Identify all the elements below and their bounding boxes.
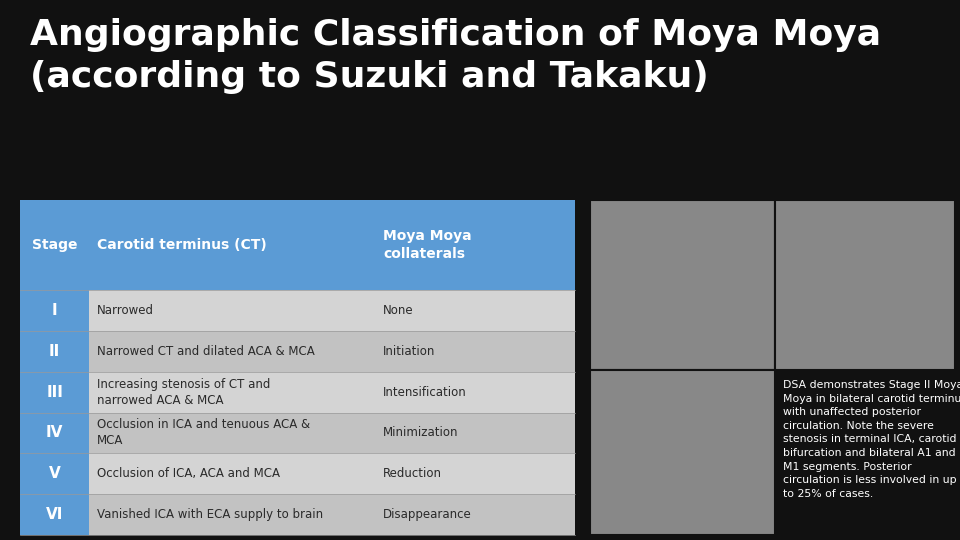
Text: Occlusion of ICA, ACA and MCA: Occlusion of ICA, ACA and MCA (97, 467, 280, 480)
Text: Reduction: Reduction (383, 467, 443, 480)
Text: Carotid terminus (CT): Carotid terminus (CT) (97, 238, 267, 252)
Text: DSA demonstrates Stage II Moya
Moya in bilateral carotid terminus
with unaffecte: DSA demonstrates Stage II Moya Moya in b… (783, 380, 960, 499)
Text: Vanished ICA with ECA supply to brain: Vanished ICA with ECA supply to brain (97, 508, 324, 521)
Bar (775, 200, 955, 370)
Text: II: II (49, 344, 60, 359)
Text: I: I (52, 303, 58, 318)
Text: IV: IV (46, 426, 63, 441)
Bar (20, 494, 575, 535)
Text: Minimization: Minimization (383, 427, 459, 440)
Text: V: V (49, 466, 60, 481)
Bar (20, 290, 89, 331)
Bar (20, 413, 575, 454)
Text: Narrowed: Narrowed (97, 304, 155, 317)
Bar (590, 200, 775, 370)
Text: Increasing stenosis of CT and
narrowed ACA & MCA: Increasing stenosis of CT and narrowed A… (97, 377, 271, 407)
Text: III: III (46, 384, 63, 400)
Text: Initiation: Initiation (383, 345, 436, 357)
Bar (20, 454, 89, 494)
Bar (590, 370, 775, 535)
Bar (20, 372, 575, 413)
Text: Intensification: Intensification (383, 386, 467, 399)
Text: None: None (383, 304, 414, 317)
Bar (20, 372, 89, 413)
Text: Disappearance: Disappearance (383, 508, 472, 521)
Bar (20, 200, 575, 290)
Text: Moya Moya
collaterals: Moya Moya collaterals (383, 230, 471, 261)
Bar (20, 413, 89, 454)
Text: Occlusion in ICA and tenuous ACA &
MCA: Occlusion in ICA and tenuous ACA & MCA (97, 418, 310, 448)
Bar (20, 331, 89, 372)
Bar (20, 494, 89, 535)
Bar (20, 454, 575, 494)
Text: Angiographic Classification of Moya Moya
(according to Suzuki and Takaku): Angiographic Classification of Moya Moya… (30, 18, 881, 94)
Text: Stage: Stage (32, 238, 78, 252)
Bar (20, 331, 575, 372)
Bar (20, 290, 575, 331)
Text: VI: VI (46, 507, 63, 522)
Text: Narrowed CT and dilated ACA & MCA: Narrowed CT and dilated ACA & MCA (97, 345, 315, 357)
